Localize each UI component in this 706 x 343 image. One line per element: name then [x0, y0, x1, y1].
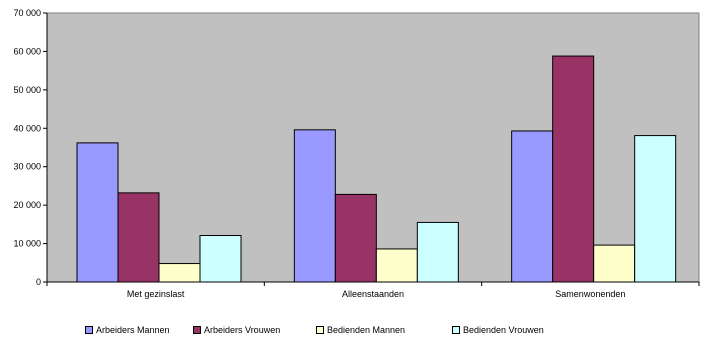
- bar: [416, 221, 459, 283]
- bar: [334, 193, 377, 283]
- legend: Arbeiders Mannen Arbeiders Vrouwen Bediend…: [0, 325, 706, 341]
- legend-swatch: [193, 326, 201, 334]
- legend-item: Bedienden Mannen: [316, 325, 405, 335]
- bar: [158, 263, 201, 283]
- legend-swatch: [452, 326, 460, 334]
- y-tick-label: 70 000: [13, 8, 41, 18]
- bar-chart: 0 10 000 20 000 30 000 40 000 50 000 60 000 70 …: [13, 8, 700, 299]
- y-tick-label: 60 000: [13, 46, 41, 56]
- legend-item: Arbeiders Vrouwen: [193, 325, 280, 335]
- bar: [552, 55, 595, 283]
- bar: [117, 192, 160, 283]
- legend-item: Bedienden Vrouwen: [452, 325, 544, 335]
- legend-swatch: [316, 326, 324, 334]
- y-tick-label: 40 000: [13, 123, 41, 133]
- bar: [634, 135, 677, 283]
- bar: [76, 142, 119, 283]
- legend-item: Arbeiders Mannen: [85, 325, 170, 335]
- x-tick-label: Met gezinslast: [127, 289, 185, 299]
- bar: [293, 129, 336, 283]
- legend-label: Arbeiders Vrouwen: [204, 325, 281, 335]
- y-tick-label: 0: [36, 277, 41, 287]
- bar: [199, 235, 242, 283]
- x-tick-label: Samenwonenden: [555, 289, 625, 299]
- y-tick-label: 20 000: [13, 200, 41, 210]
- y-tick-label: 50 000: [13, 85, 41, 95]
- y-tick-label: 30 000: [13, 162, 41, 172]
- x-tick-label: Alleenstaanden: [342, 289, 404, 299]
- legend-label: Bedienden Mannen: [327, 325, 406, 335]
- legend-swatch: [85, 326, 93, 334]
- legend-label: Bedienden Vrouwen: [463, 325, 544, 335]
- y-tick-label: 10 000: [13, 239, 41, 249]
- bar: [375, 248, 418, 283]
- bar: [511, 130, 554, 283]
- legend-label: Arbeiders Mannen: [96, 325, 170, 335]
- bar: [593, 244, 636, 283]
